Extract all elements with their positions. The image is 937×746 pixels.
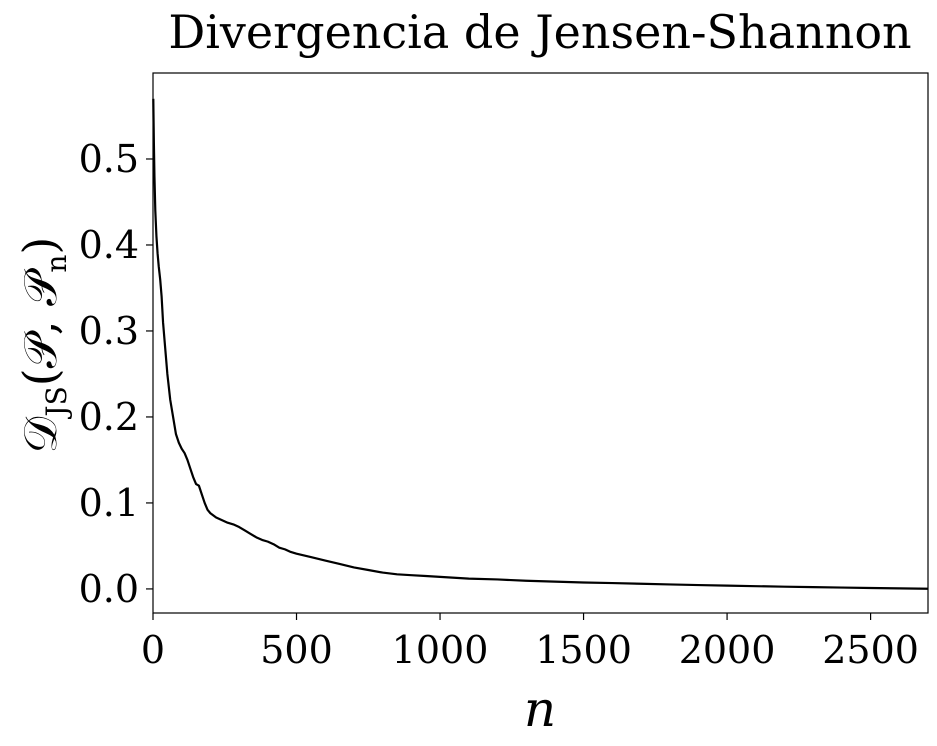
x-tick-label: 1500 [535,628,632,672]
x-tick-label: 500 [260,628,333,672]
plot-frame [152,72,929,614]
y-tick-label: 0.3 [79,309,139,353]
y-tick-label: 0.1 [79,481,139,525]
y-tick-label: 0.4 [79,223,139,267]
series-line-0 [152,98,929,590]
y-axis-label-subscript: JS [40,386,73,419]
y-axis-label-args: (𝒫, 𝒫 [13,268,67,386]
y-axis-label: 𝒟JS(𝒫, 𝒫n) [13,237,73,454]
x-tick-label: 1000 [392,628,489,672]
x-axis-ticks: 0 500 1000 1500 2000 2500 [141,613,919,672]
y-tick-label: 0.0 [79,567,139,611]
x-tick-label: 2500 [822,628,919,672]
y-axis-ticks: 0.0 0.1 0.2 0.3 0.4 0.5 [79,137,153,611]
y-axis-label-subscript-n: n [40,255,73,273]
y-axis-label-main: 𝒟 [13,416,67,453]
x-tick-label: 2000 [679,628,776,672]
chart-title: Divergencia de Jensen-Shannon [168,5,911,59]
plot-area [152,72,929,614]
y-axis-label-close: ) [13,237,67,255]
x-axis-label: n [524,680,556,738]
y-tick-label: 0.5 [79,137,139,181]
y-tick-label: 0.2 [79,395,139,439]
x-tick-label: 0 [141,628,165,672]
